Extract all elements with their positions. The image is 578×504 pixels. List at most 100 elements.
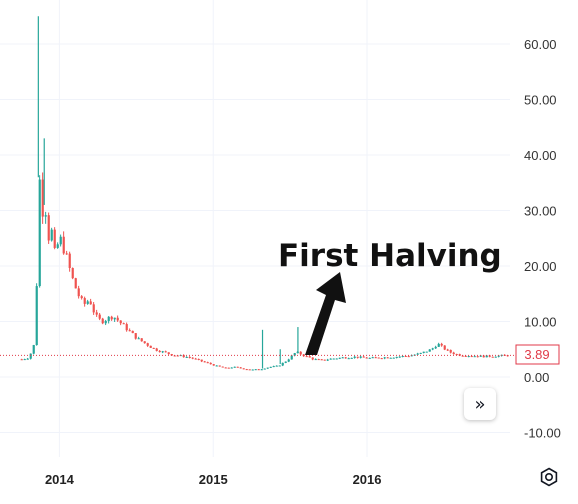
candle-body xyxy=(392,357,395,359)
last-price-label: 3.89 xyxy=(515,344,560,365)
candle-body xyxy=(437,343,440,347)
candle-body xyxy=(245,369,248,371)
double-chevron-right-icon: » xyxy=(474,393,486,415)
y-tick-label: 50.00 xyxy=(524,93,557,108)
candle-body xyxy=(317,359,320,361)
candle-body xyxy=(449,349,452,353)
candle-body xyxy=(350,357,353,359)
candle-body xyxy=(20,359,23,361)
candles xyxy=(0,16,516,371)
candle-body xyxy=(44,215,47,217)
candle-body xyxy=(488,355,491,357)
x-tick-label: 2015 xyxy=(199,472,228,487)
candle-body xyxy=(242,368,245,370)
candle-body xyxy=(455,354,458,356)
candle-body xyxy=(341,357,344,359)
candle-body xyxy=(215,365,218,367)
candle-body xyxy=(371,357,374,359)
candle-body xyxy=(476,356,479,358)
candle-body xyxy=(293,353,296,356)
settings-button[interactable] xyxy=(537,465,561,489)
candle-body xyxy=(254,369,257,371)
candle-body xyxy=(359,356,362,358)
candle-body xyxy=(374,357,377,359)
candle-body xyxy=(194,358,197,360)
candle-body xyxy=(281,362,284,366)
candle-body xyxy=(338,357,341,359)
candle-body xyxy=(383,357,386,359)
candle-body xyxy=(146,343,149,346)
scroll-to-realtime-button[interactable]: » xyxy=(464,388,496,420)
candle-body xyxy=(482,355,485,358)
y-tick-label: 20.00 xyxy=(524,259,557,274)
candle-body xyxy=(314,359,317,361)
candle-body xyxy=(461,355,464,357)
candle-body xyxy=(50,229,53,241)
candle-body xyxy=(155,348,158,351)
candle-body xyxy=(113,317,116,320)
candle-body xyxy=(212,364,215,366)
candle-body xyxy=(446,349,449,351)
candle-body xyxy=(170,354,173,356)
candle-body xyxy=(47,215,50,241)
candle-body xyxy=(236,366,239,368)
candle-body xyxy=(191,357,194,359)
candle-body xyxy=(263,368,266,370)
candle-body xyxy=(266,367,269,369)
candle-body xyxy=(164,351,167,353)
candle-body xyxy=(470,356,473,358)
candle-body xyxy=(62,236,65,254)
candle-body xyxy=(344,357,347,359)
candle-body xyxy=(26,358,29,360)
y-tick-label: 30.00 xyxy=(524,204,557,219)
candle-body xyxy=(125,324,128,331)
candle-body xyxy=(428,349,431,352)
candle-body xyxy=(269,366,272,368)
candle-body xyxy=(356,356,359,358)
gear-icon xyxy=(540,467,558,487)
candle-body xyxy=(251,369,254,371)
candle-body xyxy=(404,355,407,357)
candle-body xyxy=(119,320,122,324)
candle-body xyxy=(143,341,146,344)
candle-body xyxy=(431,348,434,350)
candle-body xyxy=(149,345,152,348)
candle-body xyxy=(77,288,80,297)
y-tick-label: 0.00 xyxy=(524,370,549,385)
candle-body xyxy=(452,352,455,355)
candle-body xyxy=(218,365,221,367)
candle-body xyxy=(23,359,26,361)
candle-body xyxy=(74,278,77,289)
candle-body xyxy=(377,357,380,359)
candle-body xyxy=(407,356,410,358)
candle-body xyxy=(332,358,335,360)
candle-body xyxy=(299,351,302,355)
y-tick-label: 40.00 xyxy=(524,148,557,163)
candle-body xyxy=(479,355,482,357)
candle-body xyxy=(329,358,332,360)
candle-body xyxy=(188,356,191,358)
candle-body xyxy=(419,352,422,354)
candle-body xyxy=(59,236,62,245)
y-tick-label: 10.00 xyxy=(524,315,557,330)
candle-body xyxy=(32,345,35,354)
candle-body xyxy=(104,320,107,324)
candle-body xyxy=(122,323,125,325)
candle-body xyxy=(278,365,281,367)
candle-body xyxy=(335,358,338,360)
candle-body xyxy=(386,357,389,359)
candle-body xyxy=(230,367,233,369)
candle-body xyxy=(323,359,326,361)
candle-body xyxy=(65,253,68,255)
candle-body xyxy=(206,362,209,364)
last-price-value: 3.89 xyxy=(524,347,549,362)
candle-body xyxy=(290,355,293,360)
candle-body xyxy=(95,312,98,315)
candle-body xyxy=(311,357,314,360)
candle-body xyxy=(92,304,95,313)
candle-body xyxy=(176,355,179,357)
candle-body xyxy=(368,357,371,359)
candle-body xyxy=(398,356,401,358)
candle-body xyxy=(233,366,236,368)
